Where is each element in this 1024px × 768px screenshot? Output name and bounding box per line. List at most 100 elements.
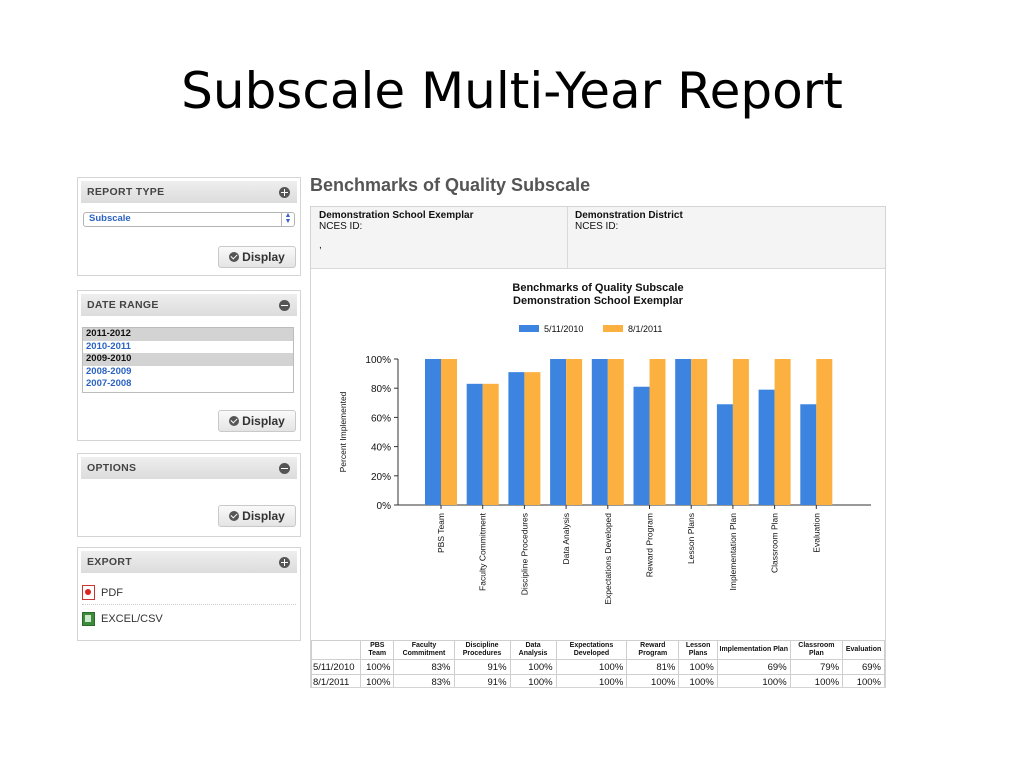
display-label: Display <box>242 414 285 428</box>
bar <box>425 359 441 505</box>
report-type-select[interactable]: Subscale ▲ ▼ <box>83 212 295 227</box>
table-row: 5/11/2010 100% 83% 91% 100% 100% 81% 100% 69% 79%… <box>311 659 885 675</box>
table-cell: 100% <box>678 659 718 675</box>
display-label: Display <box>242 509 285 523</box>
divider <box>567 207 568 268</box>
x-tick-label: Evaluation <box>811 513 821 553</box>
legend-swatch <box>603 325 623 332</box>
y-tick-label: 0% <box>377 501 392 512</box>
table-header-cell: Implementation Plan <box>716 640 791 660</box>
bar-chart: Benchmarks of Quality SubscaleDemonstrat… <box>338 282 871 605</box>
bar <box>774 359 791 505</box>
table-cell: 83% <box>393 659 455 675</box>
bar <box>649 359 666 505</box>
export-panel: EXPORT PDF EXCEL/CSV <box>77 547 301 641</box>
export-label: EXPORT <box>87 556 132 568</box>
district-nces: NCES ID: <box>575 221 619 232</box>
options-header[interactable]: OPTIONS <box>81 457 297 479</box>
bar <box>441 359 457 505</box>
report-type-header[interactable]: REPORT TYPE <box>81 181 297 203</box>
table-header-cell <box>311 640 362 660</box>
table-cell: 100% <box>555 659 628 675</box>
legend-label: 5/11/2010 <box>544 324 583 334</box>
date-range-item[interactable]: 2008-2009 <box>86 365 132 377</box>
date-range-panel: DATE RANGE 2011-2012 2010-2011 2009-2010… <box>77 290 301 441</box>
table-cell: 83% <box>393 674 455 687</box>
bar <box>716 404 733 505</box>
table-cell: 100% <box>842 674 885 687</box>
date-range-item[interactable]: 2010-2011 <box>86 340 131 352</box>
table-header-cell: Reward Program <box>626 640 680 660</box>
table-header-cell: Classroom Plan <box>789 640 844 660</box>
date-range-item[interactable]: 2009-2010 <box>83 353 293 366</box>
expand-icon[interactable] <box>279 557 290 568</box>
check-icon <box>229 416 240 426</box>
table-cell: 79% <box>789 659 844 675</box>
x-tick-label: Faculty Commitment <box>478 512 488 591</box>
options-panel: OPTIONS Display <box>77 453 301 537</box>
bar <box>482 383 499 505</box>
date-range-display-button[interactable]: Display <box>218 410 296 432</box>
chart-subtitle: Demonstration School Exemplar <box>513 295 684 307</box>
table-header-cell: Evaluation <box>842 640 885 660</box>
table-cell: 100% <box>626 674 680 687</box>
x-tick-label: Classroom Plan <box>770 513 780 573</box>
pdf-icon <box>82 585 95 600</box>
report-content: Demonstration School Exemplar NCES ID: ,… <box>310 206 886 688</box>
date-range-header[interactable]: DATE RANGE <box>81 294 297 316</box>
collapse-icon[interactable] <box>279 463 290 474</box>
table-cell: 100% <box>678 674 718 687</box>
content-title: Benchmarks of Quality Subscale <box>310 175 591 195</box>
bar <box>508 372 525 505</box>
table-header-cell: Faculty Commitment <box>393 640 455 660</box>
bar <box>550 359 567 505</box>
x-tick-label: Lesson Plans <box>686 513 696 564</box>
export-pdf-label: PDF <box>101 586 123 599</box>
export-header[interactable]: EXPORT <box>81 551 297 573</box>
table-cell: 100% <box>789 674 844 687</box>
district-name: Demonstration District <box>575 210 683 221</box>
table-header-cell: Expectations Developed <box>555 640 628 660</box>
table-cell: 100% <box>716 674 791 687</box>
export-pdf-link[interactable]: PDF <box>82 585 123 600</box>
table-row-label: 5/11/2010 <box>311 659 362 675</box>
x-tick-label: Implementation Plan <box>728 513 738 591</box>
bar <box>524 372 541 505</box>
options-display-button[interactable]: Display <box>218 505 296 527</box>
y-tick-label: 100% <box>365 355 391 366</box>
bar <box>566 359 583 505</box>
options-label: OPTIONS <box>87 462 137 474</box>
school-nces: NCES ID: <box>319 221 363 232</box>
date-range-list[interactable]: 2011-2012 2010-2011 2009-2010 2008-2009 … <box>82 327 294 393</box>
report-type-panel: REPORT TYPE Subscale ▲ ▼ Display <box>77 177 301 276</box>
bar <box>633 386 650 505</box>
date-range-item[interactable]: 2007-2008 <box>86 378 132 389</box>
y-axis-label: Percent Implemented <box>338 391 348 472</box>
y-tick-label: 80% <box>371 384 391 395</box>
bar <box>466 383 483 505</box>
table-cell: 81% <box>626 659 680 675</box>
y-tick-label: 60% <box>371 413 391 424</box>
table-cell: 100% <box>360 674 395 687</box>
x-tick-label: PBS Team <box>436 513 446 553</box>
display-label: Display <box>242 250 285 264</box>
legend-swatch <box>519 325 539 332</box>
bar <box>732 359 749 505</box>
collapse-icon[interactable] <box>279 300 290 311</box>
expand-icon[interactable] <box>279 187 290 198</box>
legend-label: 8/1/2011 <box>628 324 662 334</box>
date-range-item[interactable]: 2011-2012 <box>83 328 293 341</box>
table-cell: 69% <box>716 659 791 675</box>
export-excel-link[interactable]: EXCEL/CSV <box>82 612 163 626</box>
table-cell: 91% <box>453 659 511 675</box>
report-type-label: REPORT TYPE <box>87 186 165 198</box>
x-tick-label: Expectations Developed <box>603 513 613 605</box>
school-name: Demonstration School Exemplar <box>319 210 474 221</box>
table-header-cell: Data Analysis <box>509 640 557 660</box>
bar <box>758 389 775 505</box>
slide-title: Subscale Multi-Year Report <box>181 62 843 120</box>
data-table: PBS Team Faculty Commitment Discipline Pro… <box>311 640 885 687</box>
table-row: 8/1/2011 100% 83% 91% 100% 100% 100% 100% 100% 10… <box>311 674 885 687</box>
report-type-display-button[interactable]: Display <box>218 246 296 268</box>
bar <box>607 359 624 505</box>
